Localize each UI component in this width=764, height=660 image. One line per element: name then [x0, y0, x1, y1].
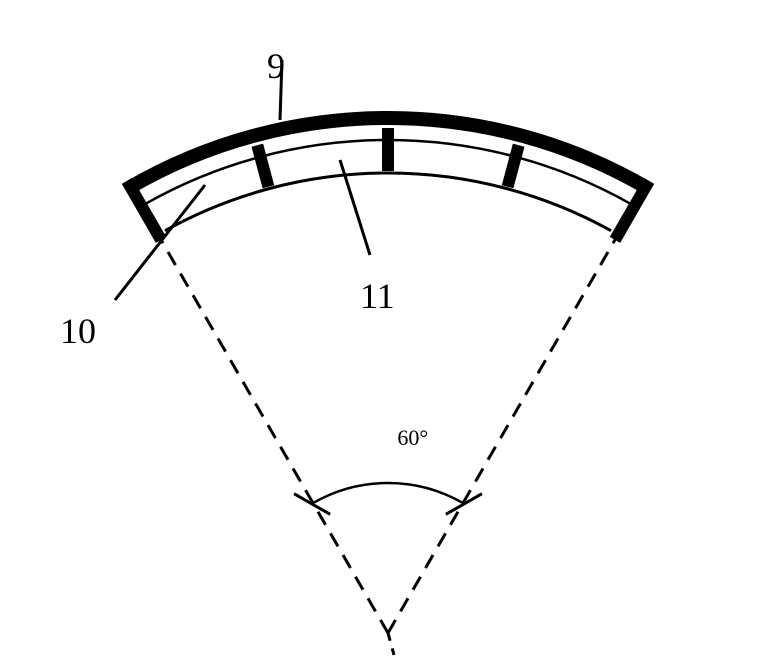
- apex-tail: [388, 633, 394, 655]
- inner-arc: [165, 173, 611, 231]
- end-cap: [127, 181, 161, 240]
- ref-label-9: 9: [267, 45, 285, 87]
- end-cap: [615, 181, 649, 240]
- radial-stub: [257, 145, 268, 187]
- leader-line: [115, 185, 205, 300]
- angle-label: 60°: [397, 425, 428, 450]
- sector-diagram: 60°: [0, 0, 764, 660]
- ref-label-10: 10: [60, 310, 96, 352]
- ref-label-11: 11: [360, 275, 395, 317]
- angle-arc: [313, 483, 463, 503]
- radial-stub: [508, 145, 519, 187]
- sector-edge: [151, 222, 389, 633]
